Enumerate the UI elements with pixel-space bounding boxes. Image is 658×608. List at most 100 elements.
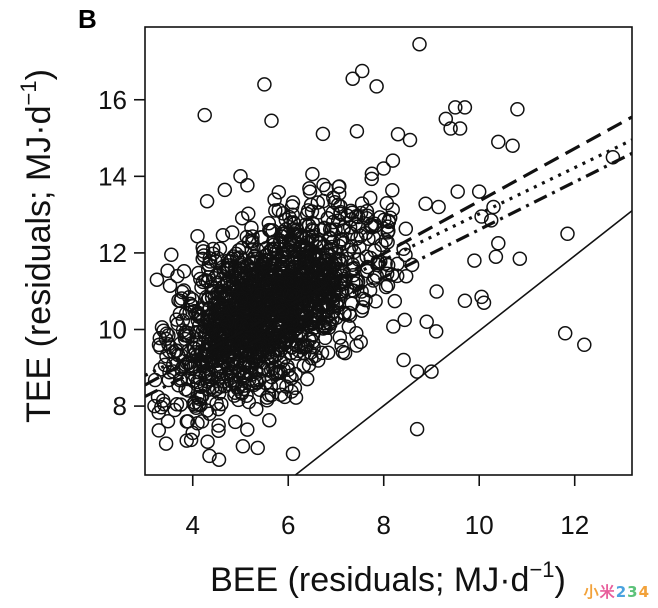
data-point [319,286,335,301]
data-point [330,197,346,213]
data-point [316,177,331,193]
data-point-outlier [457,100,473,115]
data-point [319,181,334,197]
data-point [233,291,249,307]
data-point [249,401,264,417]
data-point [183,432,199,448]
y-axis-title-close: ) [20,69,58,80]
data-point [355,299,370,315]
data-point [283,236,298,252]
data-point-outlier [476,295,492,310]
data-point [240,258,256,274]
data-point [380,278,396,293]
data-point [429,284,444,299]
data-point [255,255,270,270]
x-tick-label: 12 [560,510,589,540]
data-point [263,378,279,394]
data-point [321,297,336,313]
data-point-outlier [483,213,499,228]
data-point [272,268,287,283]
data-point [235,240,250,255]
data-point [364,171,379,187]
data-point [244,360,259,375]
data-point [363,217,379,233]
data-point [242,348,258,363]
data-point [224,225,240,240]
data-point-outlier [345,71,360,86]
data-point [215,228,231,243]
data-point-outlier [180,414,196,429]
data-point [200,434,215,449]
data-point [418,196,433,211]
data-point-outlier [409,364,425,379]
data-point [151,423,167,438]
line-fit-dotted [145,138,632,377]
data-point [270,276,286,291]
data-point-outlier [211,452,227,467]
data-point [190,228,205,244]
data-point [191,265,206,281]
data-point [271,184,287,200]
data-point [252,341,268,357]
data-point [341,319,357,335]
data-point [286,226,301,241]
data-point-outlier [412,36,427,52]
y-axis-title: TEE (residuals; MJ·d−1) [16,69,58,423]
data-point [349,338,364,353]
data-point [353,334,368,350]
y-tick-label: 12 [98,238,127,268]
data-point [243,255,259,270]
data-point [378,232,393,248]
data-point [262,244,277,259]
data-point-outlier [438,111,454,127]
data-point [261,266,277,282]
data-point [249,300,265,316]
data-point [261,215,277,231]
data-point-outlier [505,138,520,153]
x-axis-title-superscript: −1 [529,557,554,582]
data-point [259,286,275,301]
data-point [354,196,370,211]
data-point-outlier [428,324,444,339]
data-point [288,254,303,269]
data-point [245,229,260,244]
data-point [183,296,198,312]
watermark-letter: 4 [638,583,650,601]
data-point [194,389,209,404]
data-point [205,354,221,369]
data-point [259,393,275,408]
data-point [272,378,287,393]
data-point [196,244,211,259]
data-point [362,283,378,298]
data-point [258,247,274,263]
data-point [398,268,414,284]
watermark-logo: 小米234 [584,581,650,602]
data-point [279,379,294,394]
data-point [303,197,319,213]
data-point [315,321,331,336]
data-point [282,286,298,302]
data-point [219,314,235,329]
data-point [314,345,330,361]
data-point [289,222,305,237]
data-point [344,205,360,221]
data-point-outlier [431,199,446,215]
data-point-outlier [443,121,458,136]
data-point [166,344,182,360]
data-point [244,220,259,235]
data-point-outlier [390,126,406,142]
data-point [211,306,226,322]
data-point [242,269,258,285]
data-point [275,229,291,244]
data-point [386,319,401,334]
data-point [285,207,300,223]
data-point [293,230,309,245]
data-point [308,248,323,263]
data-point [211,423,226,438]
y-axis-title-main: TEE (residuals; MJ·d [20,106,58,423]
data-point [151,337,167,353]
plot-frame [144,26,633,476]
data-point [195,274,211,290]
data-point [240,178,255,193]
